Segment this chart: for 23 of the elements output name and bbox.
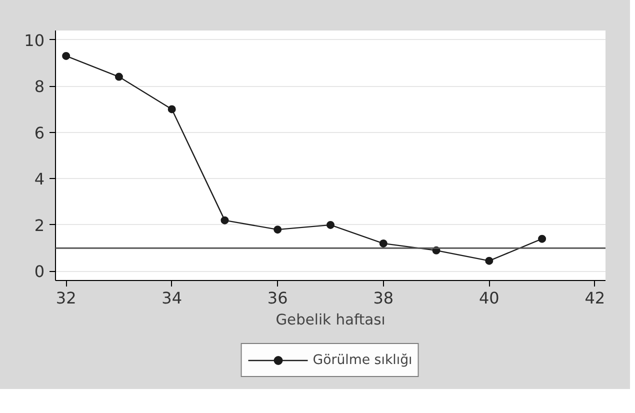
- y-tick-label: 6: [34, 123, 45, 142]
- point: [274, 226, 282, 234]
- x-tick-label: 34: [162, 288, 182, 308]
- legend-label: Görülme sıklığı: [312, 352, 412, 368]
- x-tick-label: 36: [267, 288, 288, 308]
- y-tick-label: 0: [34, 262, 45, 282]
- point: [168, 105, 176, 114]
- point: [538, 234, 546, 243]
- point: [220, 216, 229, 224]
- y-tick-label: 4: [34, 170, 45, 189]
- x-tick-label: 42: [584, 288, 606, 308]
- x-axis-title: Gebelik haftası: [276, 312, 386, 328]
- point: [62, 52, 70, 60]
- y-tick-label: 2: [34, 216, 45, 235]
- point: [114, 72, 123, 81]
- x-tick-label: 40: [478, 288, 500, 308]
- y-tick-label: 10: [24, 30, 44, 50]
- point: [326, 220, 334, 229]
- point: [485, 256, 494, 265]
- y-tick-label: 8: [34, 77, 45, 96]
- x-tick-label: 38: [373, 288, 394, 308]
- x-tick-label: 32: [56, 288, 76, 308]
- point: [379, 239, 388, 248]
